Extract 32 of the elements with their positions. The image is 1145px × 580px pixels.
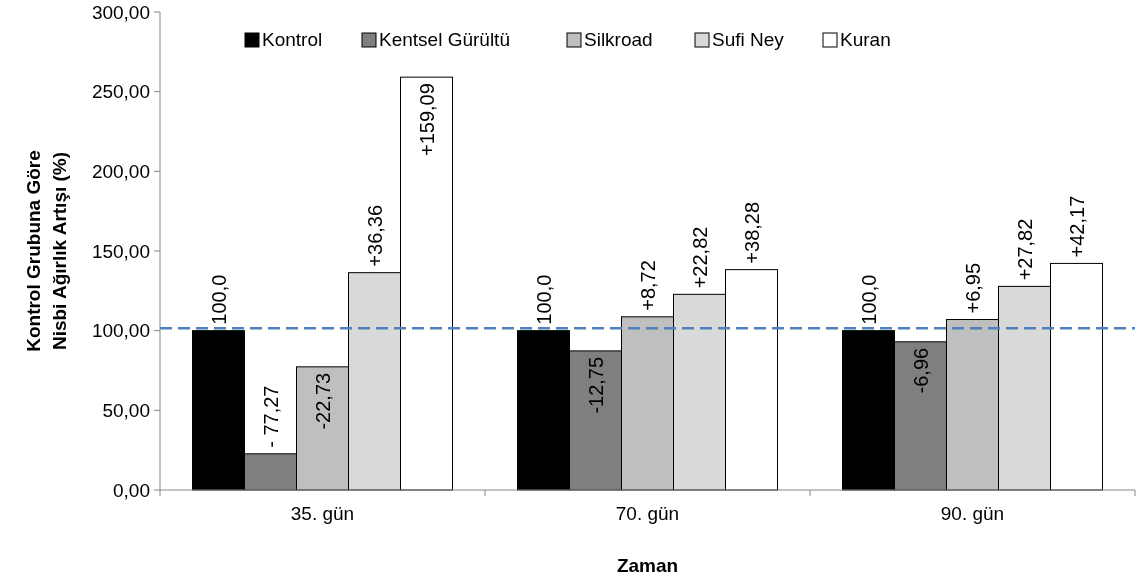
x-tick-label: 35. gün xyxy=(290,503,355,524)
y-tick-label: 150,00 xyxy=(91,240,150,262)
annotation: +42,17 xyxy=(1065,195,1088,258)
annotation: +8,72 xyxy=(636,260,659,311)
x-tick-label: 70. gün xyxy=(615,503,680,524)
y-axis-title: Kontrol Grubuna Göre Nisbi Ağırlık Artışı (%) xyxy=(23,150,70,352)
y-tick-label: 250,00 xyxy=(91,81,150,103)
legend-label: Kuran xyxy=(840,29,891,50)
annotation: - 77,27 xyxy=(259,385,282,448)
annotation: 100,0 xyxy=(532,274,555,325)
y-tick-label: 50,00 xyxy=(102,399,150,421)
annotation: +38,28 xyxy=(740,201,763,264)
annotation: +159,09 xyxy=(415,83,438,157)
annotation: +27,82 xyxy=(1013,218,1036,281)
annotation: 100,0 xyxy=(857,274,880,325)
legend-label: Kontrol xyxy=(262,29,323,50)
y-tick-label: 300,00 xyxy=(91,1,150,23)
legend-label: Sufi Ney xyxy=(712,29,785,50)
annotation: +36,36 xyxy=(363,204,386,267)
annotation: -22,73 xyxy=(311,372,334,430)
annotation: +22,82 xyxy=(688,226,711,289)
annotation: -6,96 xyxy=(909,347,932,394)
annotation: 100,0 xyxy=(207,274,230,325)
y-tick-label: 100,00 xyxy=(91,320,150,342)
y-tick-label: 200,00 xyxy=(91,160,150,182)
annotation: -12,75 xyxy=(584,356,607,414)
legend-label: Silkroad xyxy=(584,29,653,50)
legend-label: Kentsel Gürültü xyxy=(379,29,510,50)
y-tick-label: 0,00 xyxy=(113,479,150,501)
annotation: +6,95 xyxy=(961,262,984,314)
x-tick-label: 90. gün xyxy=(940,503,1005,524)
x-axis-title: Zaman xyxy=(616,555,679,576)
